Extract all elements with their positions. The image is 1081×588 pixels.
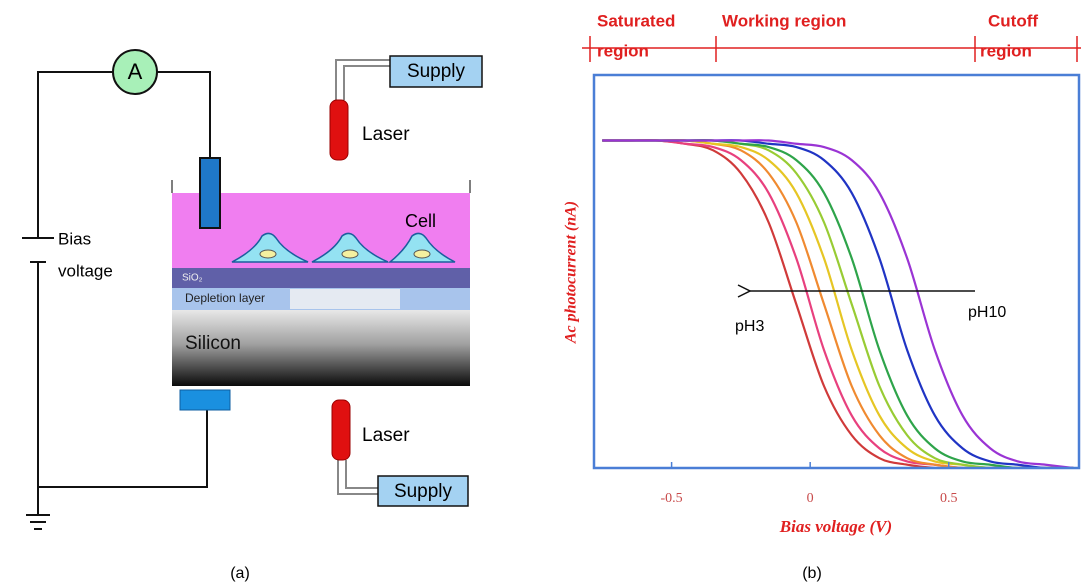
x-tick-label: -0.5	[661, 491, 683, 506]
region-label: Working region	[722, 11, 846, 30]
y-axis-title: Ac photocurrent (nA)	[563, 201, 580, 344]
x-tick-label: 0.5	[940, 491, 958, 506]
page: {"diagram": {"ammeter": "A", "supply_top…	[0, 0, 1081, 588]
x-tick-label: 0	[807, 491, 814, 506]
laser-label: Laser	[362, 124, 410, 145]
laser-label: Laser	[362, 425, 410, 446]
region-label: region	[597, 41, 649, 60]
ammeter-label: A	[128, 59, 143, 84]
chamber	[172, 158, 470, 410]
caption: (b)	[802, 565, 822, 582]
silicon-label: Silicon	[185, 333, 241, 354]
annotation: pH3	[735, 318, 764, 335]
figure: A Bias voltage Cell SiO₂ Depletion layer…	[0, 0, 1081, 588]
bias-label: Bias	[58, 229, 91, 248]
depletion-label: Depletion layer	[185, 291, 265, 305]
bias-label: voltage	[58, 261, 113, 280]
cell-label: Cell	[405, 211, 436, 231]
region-label: region	[980, 41, 1032, 60]
caption: (a)	[230, 565, 250, 582]
region-label: Cutoff	[988, 11, 1038, 30]
supply-label: Supply	[407, 61, 466, 82]
supply-label: Supply	[394, 481, 453, 502]
sio2-label: SiO₂	[182, 273, 203, 284]
region-label: Saturated	[597, 11, 675, 30]
x-axis-title: Bias voltage (V)	[779, 517, 892, 536]
annotation: pH10	[968, 304, 1006, 321]
plot-frame	[594, 75, 1079, 468]
